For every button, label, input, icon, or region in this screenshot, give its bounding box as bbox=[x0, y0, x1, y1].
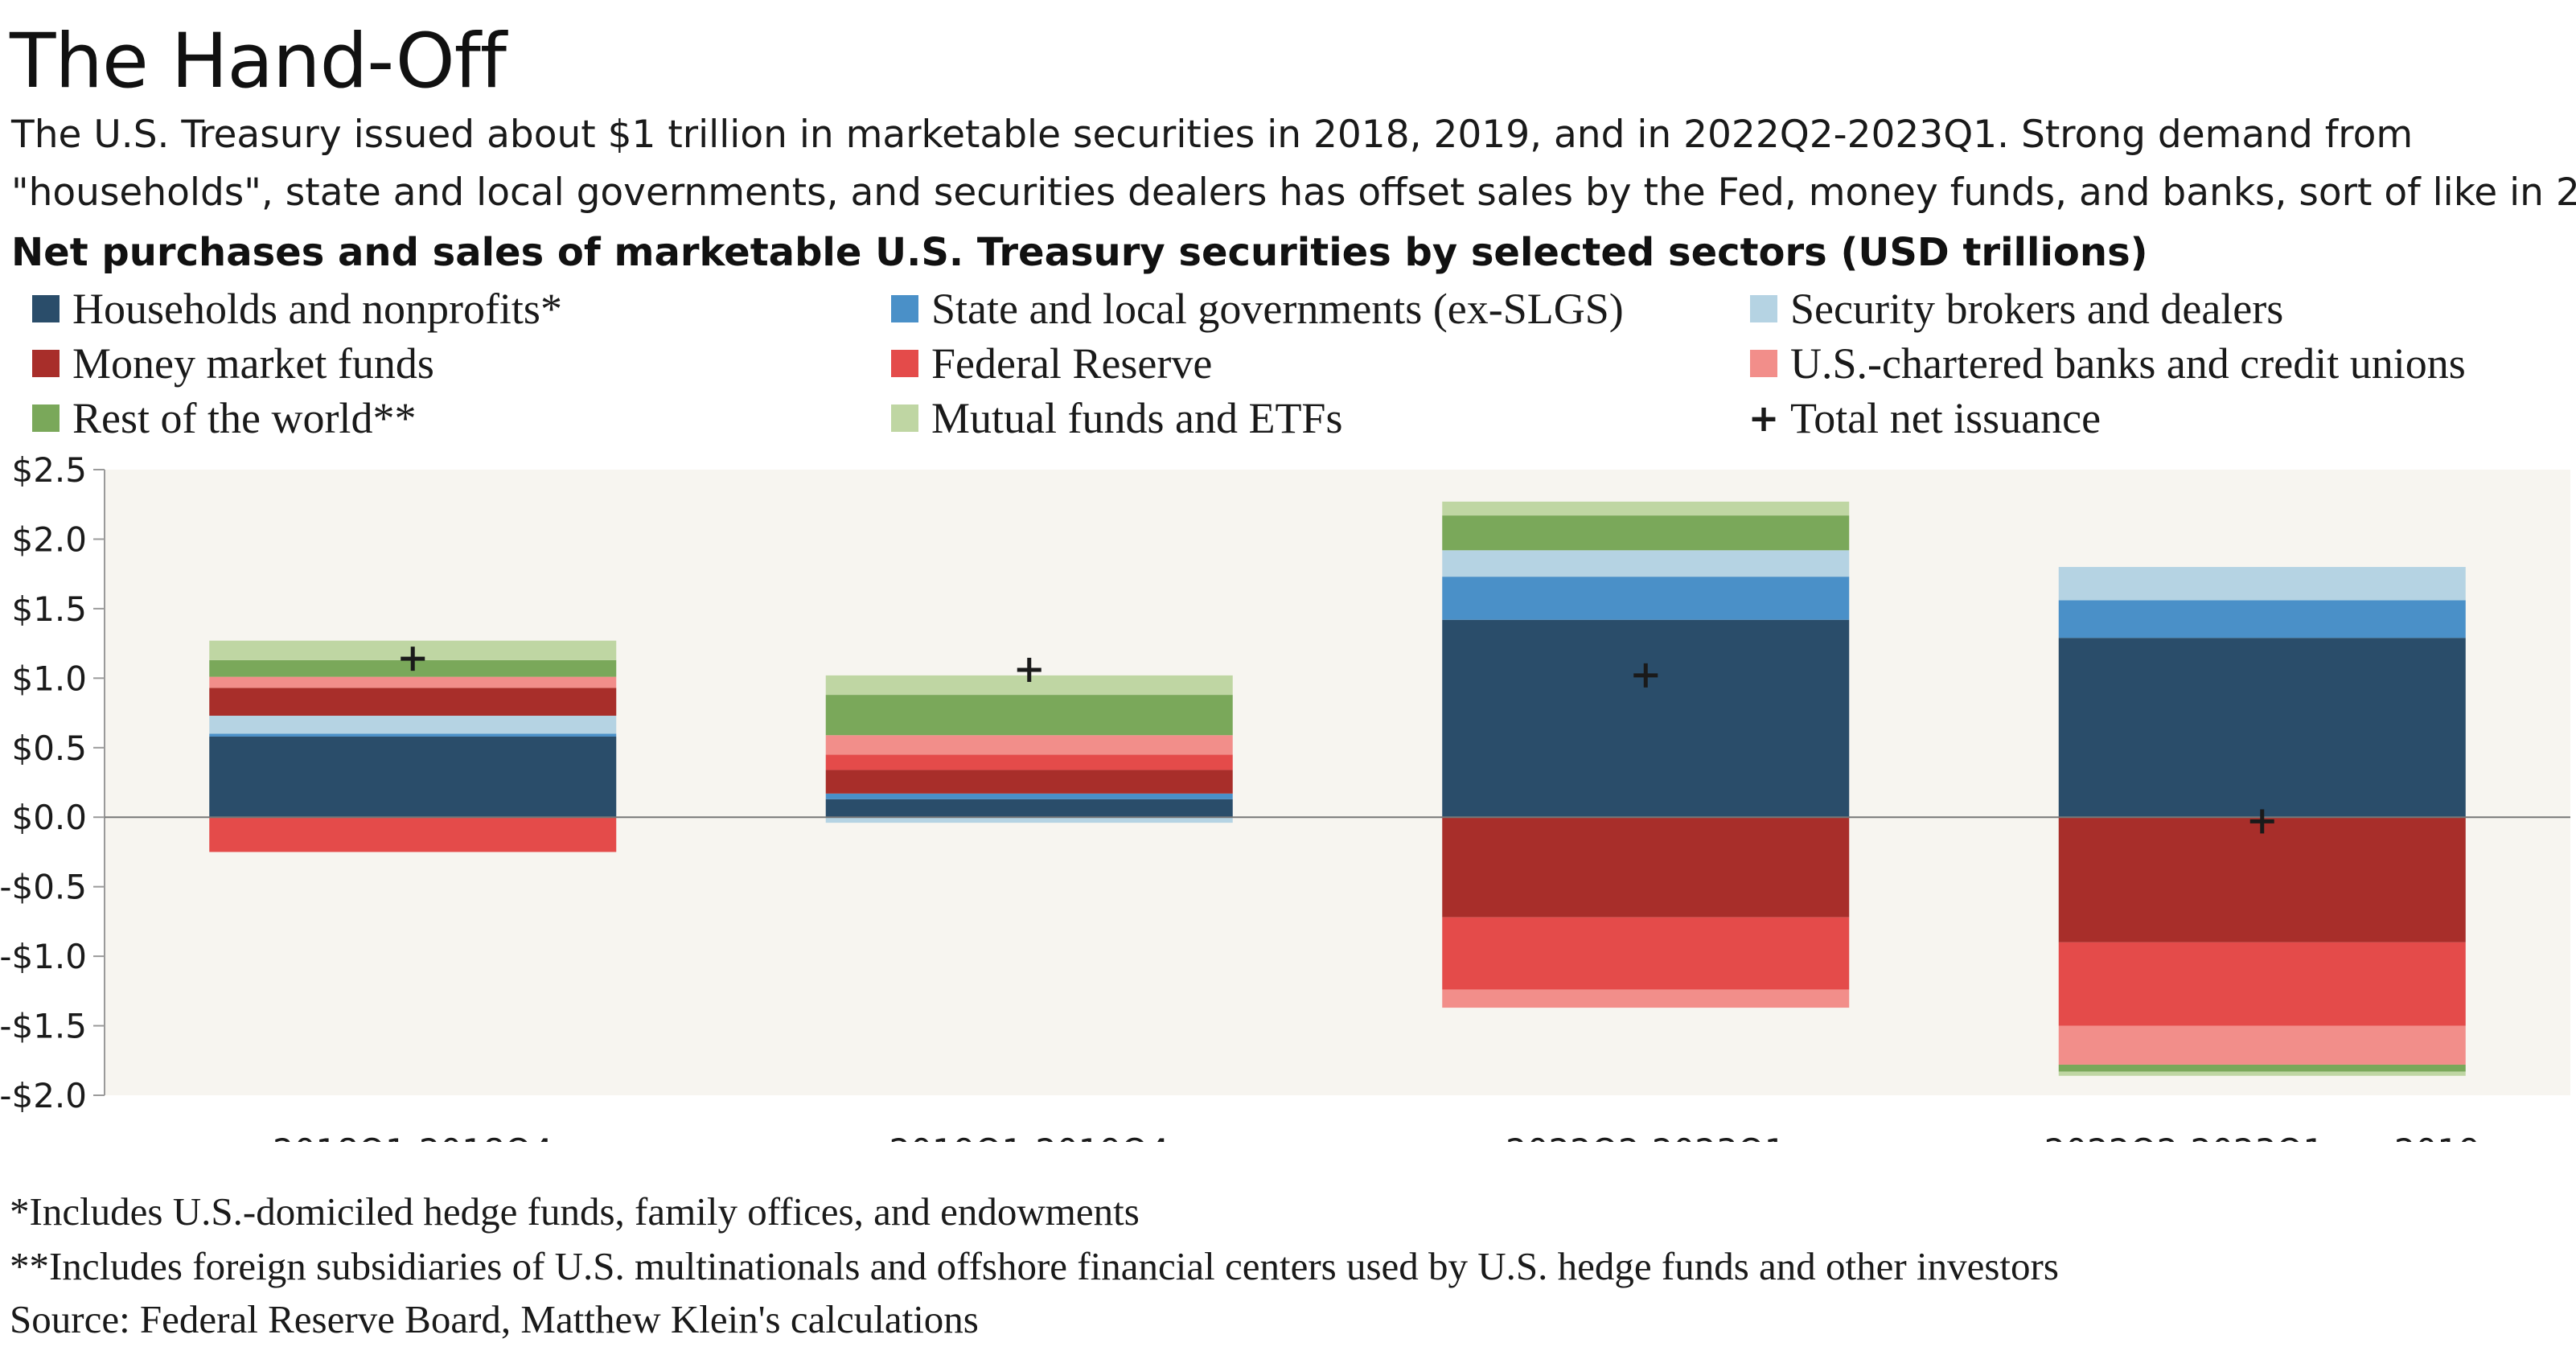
legend-item-money-market: Money market funds bbox=[32, 339, 434, 388]
bar-segment bbox=[209, 676, 617, 688]
bar-segment bbox=[1442, 550, 1850, 577]
subtitle-line-1: The U.S. Treasury issued about $1 trilli… bbox=[11, 113, 2414, 157]
y-tick-label: -$1.0 bbox=[0, 937, 87, 976]
bar-segment bbox=[2058, 600, 2466, 639]
bar-segment bbox=[209, 688, 617, 717]
legend-swatch-brokers-dealers bbox=[1750, 295, 1777, 322]
bar-segment bbox=[1442, 577, 1850, 620]
bar-segment bbox=[1442, 515, 1850, 551]
legend-label: Federal Reserve bbox=[931, 339, 1213, 388]
legend-swatch-households bbox=[32, 295, 60, 322]
y-tick-label: $1.5 bbox=[11, 589, 87, 629]
total-net-issuance-marker bbox=[1017, 657, 1041, 682]
legend-swatch-state-local bbox=[891, 295, 918, 322]
bar-segment bbox=[2058, 638, 2466, 818]
legend-label: State and local governments (ex-SLGS) bbox=[931, 285, 1624, 333]
bar-segment bbox=[2058, 942, 2466, 1026]
bar-segment bbox=[2058, 567, 2466, 601]
total-net-issuance-marker bbox=[401, 647, 425, 671]
total-net-issuance-marker bbox=[1633, 663, 1658, 688]
bar-segment bbox=[825, 754, 1233, 770]
bar-segment bbox=[825, 735, 1233, 755]
bar-segment bbox=[825, 770, 1233, 794]
chart-plot: $2.5 $2.0 $1.5 $1.0 $0.5 $0.0 -$0.5 -$1.0 -$1.5 -… bbox=[0, 450, 2570, 1142]
y-tick-label: -$0.5 bbox=[0, 868, 87, 907]
bar-segment bbox=[1442, 817, 1850, 918]
bar-segment bbox=[825, 817, 1233, 823]
source-note: Source: Federal Reserve Board, Matthew K… bbox=[10, 1297, 979, 1341]
legend-label: U.S.-chartered banks and credit unions bbox=[1790, 339, 2466, 388]
legend-label: Rest of the world** bbox=[72, 394, 417, 442]
bar-segment bbox=[825, 799, 1233, 818]
legend-swatch-rest-of-world bbox=[32, 404, 60, 432]
legend-label: Security brokers and dealers bbox=[1790, 285, 2284, 333]
bar-segment bbox=[2058, 817, 2466, 942]
legend-swatch-banks bbox=[1750, 350, 1777, 377]
legend-item-households: Households and nonprofits* bbox=[32, 285, 562, 333]
legend-label: Total net issuance bbox=[1790, 394, 2101, 442]
chart-title: The Hand-Off bbox=[10, 18, 507, 105]
legend-item-mutual-funds: Mutual funds and ETFs bbox=[891, 394, 1342, 442]
subtitle-line-2: "households", state and local government… bbox=[11, 170, 2576, 215]
y-tick-label: -$2.0 bbox=[0, 1076, 87, 1115]
bar-segment bbox=[209, 733, 617, 737]
bar-segment bbox=[1442, 501, 1850, 516]
bar-segment bbox=[1442, 619, 1850, 818]
x-tick-label: 2022Q2-2023Q1 bbox=[1506, 1131, 1786, 1142]
bar-segment bbox=[1442, 917, 1850, 990]
y-tick-label: -$1.5 bbox=[0, 1007, 87, 1046]
legend-label: Mutual funds and ETFs bbox=[931, 394, 1343, 442]
footnote-households: *Includes U.S.-domiciled hedge funds, fa… bbox=[10, 1189, 1140, 1234]
legend-label: Money market funds bbox=[72, 339, 434, 388]
x-tick-label: 2018Q1-2018Q4 bbox=[273, 1131, 553, 1142]
bar-segment bbox=[209, 716, 617, 734]
y-tick-label: $0.5 bbox=[11, 729, 87, 768]
y-tick-label: $2.0 bbox=[11, 519, 87, 559]
legend-swatch-mutual-funds bbox=[891, 404, 918, 432]
legend-item-total-net-issuance: + Total net issuance bbox=[1748, 394, 2101, 442]
total-net-issuance-marker bbox=[2249, 809, 2274, 834]
bar-segment bbox=[825, 695, 1233, 736]
bar-segment bbox=[1442, 989, 1850, 1008]
plus-icon: + bbox=[1748, 396, 1780, 440]
legend-item-federal-reserve: Federal Reserve bbox=[891, 339, 1212, 388]
bar-segment bbox=[2058, 1071, 2466, 1076]
legend-swatch-money-market bbox=[32, 350, 60, 377]
legend-item-banks: U.S.-chartered banks and credit unions bbox=[1750, 339, 2466, 388]
bar-segment bbox=[825, 793, 1233, 799]
bar-segment bbox=[209, 736, 617, 818]
y-tick-label: $0.0 bbox=[11, 798, 87, 837]
y-tick-label: $2.5 bbox=[11, 450, 87, 490]
x-tick-label: 2022Q2-2023Q1 vs. 2019 bbox=[2044, 1131, 2480, 1142]
legend-item-state-local: State and local governments (ex-SLGS) bbox=[891, 285, 1624, 333]
footnote-rest-of-world: **Includes foreign subsidiaries of U.S. … bbox=[10, 1244, 2059, 1288]
legend-item-rest-of-world: Rest of the world** bbox=[32, 394, 416, 442]
legend-item-brokers-dealers: Security brokers and dealers bbox=[1750, 285, 2283, 333]
chart-heading: Net purchases and sales of marketable U.… bbox=[11, 230, 2148, 275]
legend-label: Households and nonprofits* bbox=[72, 285, 562, 333]
bar-segment bbox=[2058, 1025, 2466, 1065]
bar-segment bbox=[2058, 1064, 2466, 1072]
legend-swatch-federal-reserve bbox=[891, 350, 918, 377]
bar-segment bbox=[209, 817, 617, 852]
y-tick-label: $1.0 bbox=[11, 659, 87, 698]
x-tick-label: 2019Q1-2019Q4 bbox=[889, 1131, 1170, 1142]
